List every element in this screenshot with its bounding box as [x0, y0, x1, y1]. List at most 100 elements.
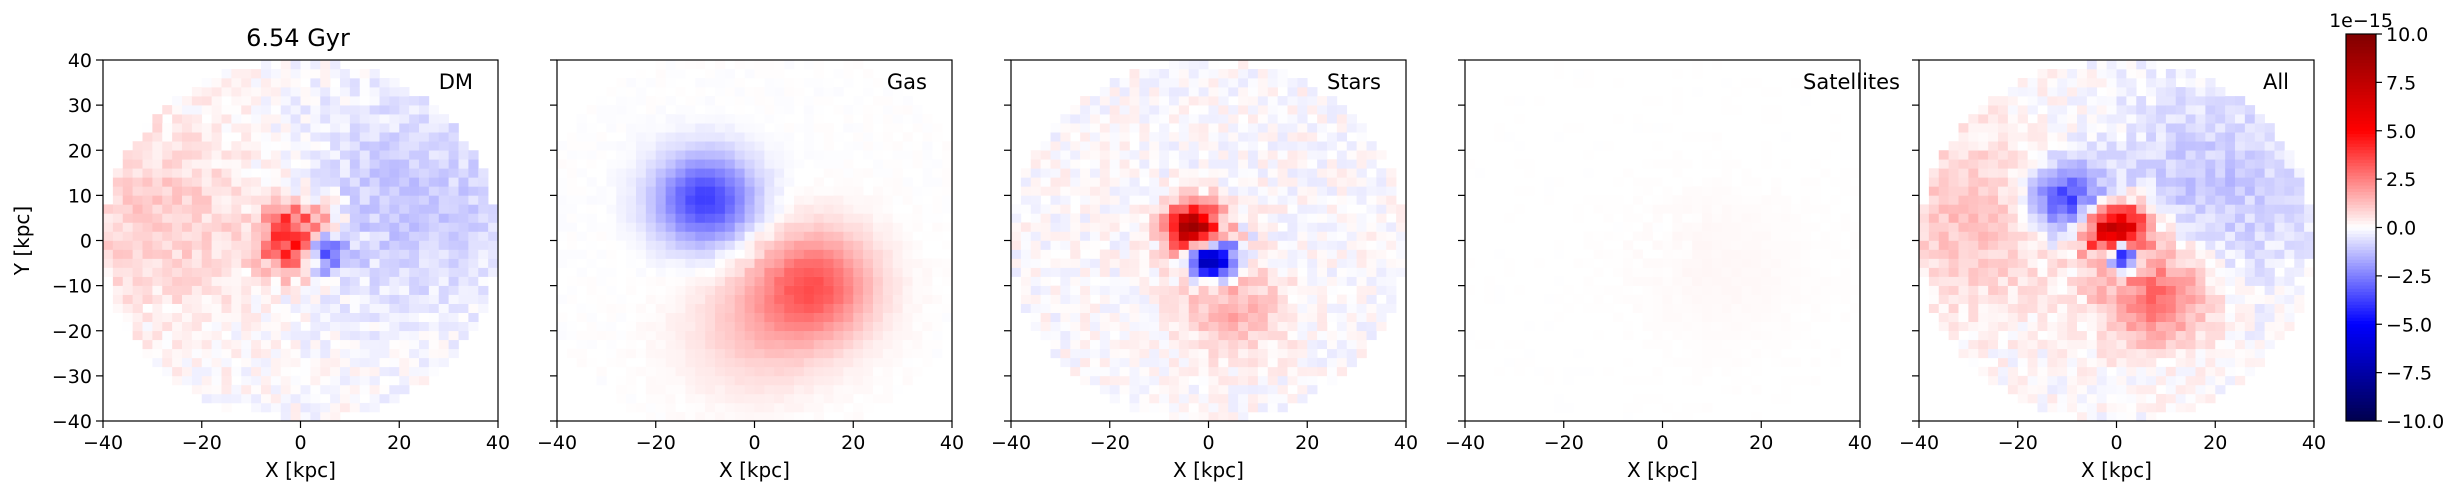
- heatmap-cell: [764, 78, 775, 88]
- heatmap-cell: [1297, 231, 1308, 241]
- heatmap-cell: [1366, 141, 1377, 151]
- heatmap-cell: [349, 141, 361, 151]
- heatmap-cell: [1178, 276, 1190, 286]
- heatmap-cell: [882, 357, 894, 368]
- heatmap-cell: [389, 114, 400, 124]
- heatmap-cell: [803, 114, 815, 124]
- heatmap-cell: [1761, 258, 1772, 268]
- heatmap-cell: [1968, 222, 1979, 232]
- heatmap-cell: [833, 231, 844, 241]
- heatmap-cell: [2027, 357, 2038, 368]
- heatmap-cell: [1820, 249, 1831, 259]
- heatmap-cell: [428, 141, 440, 151]
- heatmap-cell: [300, 411, 311, 421]
- heatmap-cell: [1642, 303, 1653, 313]
- heatmap-cell: [616, 114, 627, 124]
- heatmap-cell: [1938, 240, 1949, 250]
- heatmap-cell: [2017, 384, 2028, 395]
- heatmap-cell: [744, 213, 755, 223]
- heatmap-cell: [1099, 294, 1111, 304]
- heatmap-cell: [1662, 267, 1673, 277]
- heatmap-cell: [1553, 69, 1565, 79]
- heatmap-cell: [1307, 123, 1318, 133]
- heatmap-cell: [685, 267, 696, 277]
- heatmap-cell: [1267, 123, 1278, 133]
- heatmap-cell: [359, 276, 370, 286]
- heatmap-cell: [191, 87, 203, 97]
- heatmap-cell: [1642, 177, 1653, 187]
- heatmap-cell: [596, 375, 607, 386]
- heatmap-cell: [320, 222, 331, 232]
- heatmap-cell: [1090, 231, 1101, 241]
- heatmap-cell: [1751, 285, 1762, 295]
- heatmap-cell: [803, 195, 815, 205]
- heatmap-cell: [152, 123, 163, 133]
- heatmap-cell: [1287, 78, 1298, 88]
- heatmap-cell: [764, 150, 775, 160]
- heatmap-cell: [1248, 186, 1259, 196]
- heatmap-cell: [626, 195, 637, 205]
- heatmap-cell: [685, 159, 696, 169]
- heatmap-cell: [1386, 195, 1397, 205]
- heatmap-cell: [1080, 303, 1091, 313]
- heatmap-cell: [1830, 114, 1841, 124]
- heatmap-cell: [399, 375, 410, 386]
- heatmap-cell: [112, 249, 124, 259]
- heatmap-cell: [1672, 105, 1683, 115]
- heatmap-cell: [191, 258, 203, 268]
- heatmap-cell: [359, 312, 370, 323]
- heatmap-cell: [1178, 384, 1190, 395]
- heatmap-cell: [1129, 105, 1140, 115]
- heatmap-cell: [774, 393, 785, 404]
- heatmap-cell: [1692, 330, 1703, 341]
- heatmap-cell: [428, 105, 440, 115]
- heatmap-cell: [320, 195, 331, 205]
- heatmap-cell: [1928, 276, 1940, 286]
- heatmap-cell: [863, 312, 874, 323]
- heatmap-cell: [1198, 402, 1209, 413]
- heatmap-cell: [2067, 159, 2078, 169]
- heatmap-cell: [626, 231, 637, 241]
- heatmap-cell: [1652, 123, 1663, 133]
- heatmap-cell: [1998, 375, 2009, 386]
- heatmap-cell: [754, 330, 765, 341]
- heatmap-cell: [2007, 141, 2019, 151]
- heatmap-cell: [280, 195, 291, 205]
- heatmap-cell: [270, 375, 282, 386]
- heatmap-cell: [1336, 294, 1348, 304]
- heatmap-cell: [241, 204, 252, 214]
- heatmap-cell: [1257, 303, 1269, 313]
- heatmap-cell: [912, 150, 923, 160]
- heatmap-cell: [1327, 123, 1338, 133]
- heatmap-cell: [2077, 204, 2088, 214]
- heatmap-cell: [201, 393, 212, 404]
- heatmap-cell: [280, 69, 291, 79]
- heatmap-cell: [231, 240, 242, 250]
- heatmap-cell: [1159, 357, 1170, 368]
- heatmap-cell: [1376, 186, 1387, 196]
- heatmap-cell: [1988, 222, 1999, 232]
- heatmap-cell: [201, 312, 212, 323]
- heatmap-cell: [172, 330, 183, 341]
- heatmap-cell: [270, 141, 282, 151]
- heatmap-cell: [2027, 375, 2038, 386]
- heatmap-cell: [1218, 321, 1229, 332]
- heatmap-cell: [122, 276, 133, 286]
- heatmap-cell: [1149, 276, 1160, 286]
- heatmap-cell: [1958, 240, 1969, 250]
- heatmap-cell: [1968, 114, 1979, 124]
- heatmap-cell: [1208, 384, 1219, 395]
- heatmap-cell: [566, 168, 578, 178]
- heatmap-cell: [1386, 168, 1397, 178]
- heatmap-cell: [1771, 258, 1782, 268]
- heatmap-cell: [2077, 123, 2088, 133]
- heatmap-cell: [1356, 312, 1367, 323]
- heatmap-cell: [616, 330, 627, 341]
- heatmap-cell: [1099, 123, 1111, 133]
- heatmap-cell: [241, 258, 252, 268]
- heatmap-cell: [1257, 321, 1269, 332]
- heatmap-cell: [1356, 321, 1367, 332]
- heatmap-cell: [1149, 357, 1160, 368]
- heatmap-cell: [1020, 204, 1032, 214]
- heatmap-cell: [1099, 384, 1111, 395]
